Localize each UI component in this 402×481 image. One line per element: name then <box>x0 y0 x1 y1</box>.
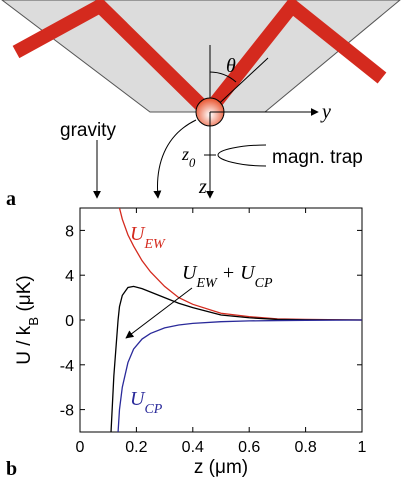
gravity-label: gravity <box>60 120 116 141</box>
panel-label: b <box>6 458 17 480</box>
chart: b z (μm) U / kB (μK) 0 0.2 0.4 0.6 0.8 1 8 4 0 -4… <box>6 208 367 480</box>
theta-label: θ <box>226 55 236 77</box>
y-tick-label: -4 <box>60 358 74 375</box>
diagram: θ y z z0 magn. trap gravity a <box>2 0 400 210</box>
x-tick-label: 0.2 <box>125 439 147 456</box>
y-tick-label: 8 <box>65 223 74 240</box>
x-tick-label: 0.6 <box>238 439 260 456</box>
text-part: (μK) <box>14 275 35 317</box>
y-tick-label: 4 <box>65 268 74 285</box>
y-tick-label: -8 <box>60 403 74 420</box>
subscript: CP <box>255 276 273 291</box>
figure: θ y z z0 magn. trap gravity a b z (μm) U… <box>0 0 402 481</box>
text-part: z <box>181 144 189 164</box>
panel-label: a <box>6 188 16 210</box>
x-axis-title: z (μm) <box>194 457 248 478</box>
y-axis-label: y <box>320 101 331 123</box>
trap-label: magn. trap <box>272 147 363 168</box>
series-label: UCP <box>130 388 163 417</box>
text-part: + U <box>217 262 256 284</box>
subscript: B <box>26 317 41 326</box>
y-axis-title: U / kB (μK) <box>14 275 41 365</box>
page: θ y z z0 magn. trap gravity a b z (μm) U… <box>0 0 402 481</box>
z0-label: z0 <box>181 144 196 170</box>
series-label: UEW <box>130 223 166 252</box>
subscript: 0 <box>189 156 196 170</box>
prism <box>2 0 400 112</box>
trap-outline <box>218 145 266 166</box>
series-label: UEW + UCP <box>182 262 273 291</box>
y-tick-label: 0 <box>65 313 74 330</box>
subscript: CP <box>144 402 162 417</box>
x-tick-label: 0 <box>76 439 85 456</box>
x-tick-label: 1 <box>358 439 367 456</box>
x-tick-label: 0.4 <box>182 439 204 456</box>
subscript: EW <box>143 237 166 252</box>
z-axis-label: z <box>198 176 207 198</box>
text-part: U / k <box>14 325 35 365</box>
subscript: EW <box>195 276 218 291</box>
x-tick-label: 0.8 <box>294 439 316 456</box>
